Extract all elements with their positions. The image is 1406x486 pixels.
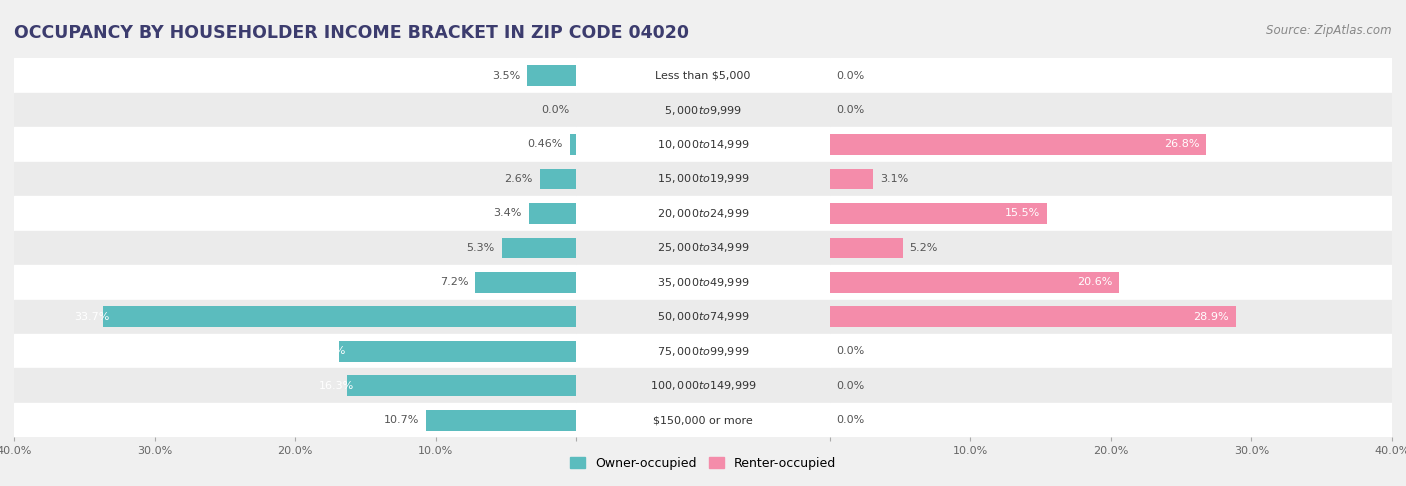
Text: $150,000 or more: $150,000 or more bbox=[654, 415, 752, 425]
Bar bbox=[830, 203, 1047, 224]
Text: $15,000 to $19,999: $15,000 to $19,999 bbox=[657, 173, 749, 186]
Text: 0.0%: 0.0% bbox=[837, 381, 865, 391]
Text: 0.0%: 0.0% bbox=[837, 70, 865, 81]
Bar bbox=[830, 307, 1236, 327]
Text: $10,000 to $14,999: $10,000 to $14,999 bbox=[657, 138, 749, 151]
Bar bbox=[576, 127, 830, 162]
Text: 10.7%: 10.7% bbox=[384, 415, 419, 425]
Text: $50,000 to $74,999: $50,000 to $74,999 bbox=[657, 310, 749, 323]
Text: 16.9%: 16.9% bbox=[311, 346, 346, 356]
Bar bbox=[830, 231, 1392, 265]
Bar bbox=[830, 162, 1392, 196]
Text: 15.5%: 15.5% bbox=[1005, 208, 1040, 218]
Text: 33.7%: 33.7% bbox=[75, 312, 110, 322]
Bar bbox=[14, 368, 576, 403]
Bar bbox=[475, 272, 576, 293]
Bar bbox=[576, 265, 830, 299]
Text: 3.5%: 3.5% bbox=[492, 70, 520, 81]
Text: 5.2%: 5.2% bbox=[910, 243, 938, 253]
Bar bbox=[426, 410, 576, 431]
Text: 26.8%: 26.8% bbox=[1164, 139, 1199, 150]
Bar bbox=[830, 299, 1392, 334]
Bar bbox=[830, 265, 1392, 299]
Text: 28.9%: 28.9% bbox=[1194, 312, 1229, 322]
Bar bbox=[830, 403, 1392, 437]
Bar bbox=[14, 334, 576, 368]
Bar bbox=[576, 93, 830, 127]
Text: 7.2%: 7.2% bbox=[440, 278, 468, 287]
Text: $25,000 to $34,999: $25,000 to $34,999 bbox=[657, 242, 749, 254]
Text: 20.6%: 20.6% bbox=[1077, 278, 1112, 287]
Text: 0.0%: 0.0% bbox=[837, 105, 865, 115]
Bar bbox=[576, 231, 830, 265]
Bar bbox=[569, 134, 576, 155]
Bar bbox=[527, 65, 576, 86]
Text: 2.6%: 2.6% bbox=[505, 174, 533, 184]
Text: OCCUPANCY BY HOUSEHOLDER INCOME BRACKET IN ZIP CODE 04020: OCCUPANCY BY HOUSEHOLDER INCOME BRACKET … bbox=[14, 24, 689, 42]
Text: $75,000 to $99,999: $75,000 to $99,999 bbox=[657, 345, 749, 358]
Bar bbox=[830, 169, 873, 189]
Bar bbox=[830, 238, 903, 258]
Bar bbox=[830, 196, 1392, 231]
Bar bbox=[540, 169, 576, 189]
Bar bbox=[576, 299, 830, 334]
Text: Less than $5,000: Less than $5,000 bbox=[655, 70, 751, 81]
Bar bbox=[14, 265, 576, 299]
Bar bbox=[830, 368, 1392, 403]
Bar bbox=[14, 403, 576, 437]
Text: $5,000 to $9,999: $5,000 to $9,999 bbox=[664, 104, 742, 117]
Text: Source: ZipAtlas.com: Source: ZipAtlas.com bbox=[1267, 24, 1392, 37]
Bar bbox=[14, 196, 576, 231]
Text: $20,000 to $24,999: $20,000 to $24,999 bbox=[657, 207, 749, 220]
Bar bbox=[830, 127, 1392, 162]
Bar bbox=[14, 299, 576, 334]
Text: 3.4%: 3.4% bbox=[494, 208, 522, 218]
Bar bbox=[502, 238, 576, 258]
Text: 0.46%: 0.46% bbox=[527, 139, 562, 150]
Text: 0.0%: 0.0% bbox=[837, 415, 865, 425]
Bar bbox=[14, 127, 576, 162]
Text: 16.3%: 16.3% bbox=[319, 381, 354, 391]
Bar bbox=[830, 58, 1392, 93]
Bar bbox=[576, 162, 830, 196]
Text: 0.0%: 0.0% bbox=[541, 105, 569, 115]
Bar bbox=[14, 162, 576, 196]
Bar bbox=[529, 203, 576, 224]
Bar bbox=[576, 403, 830, 437]
Text: 3.1%: 3.1% bbox=[880, 174, 908, 184]
Bar bbox=[14, 231, 576, 265]
Bar bbox=[576, 334, 830, 368]
Bar bbox=[103, 307, 576, 327]
Bar bbox=[347, 375, 576, 396]
Text: $100,000 to $149,999: $100,000 to $149,999 bbox=[650, 379, 756, 392]
Text: $35,000 to $49,999: $35,000 to $49,999 bbox=[657, 276, 749, 289]
Text: 5.3%: 5.3% bbox=[467, 243, 495, 253]
Legend: Owner-occupied, Renter-occupied: Owner-occupied, Renter-occupied bbox=[565, 452, 841, 475]
Bar bbox=[576, 58, 830, 93]
Bar bbox=[14, 93, 576, 127]
Bar bbox=[830, 93, 1392, 127]
Bar bbox=[339, 341, 576, 362]
Bar bbox=[576, 368, 830, 403]
Text: 0.0%: 0.0% bbox=[837, 346, 865, 356]
Bar bbox=[830, 334, 1392, 368]
Bar bbox=[14, 58, 576, 93]
Bar bbox=[830, 134, 1206, 155]
Bar bbox=[830, 272, 1119, 293]
Bar bbox=[576, 196, 830, 231]
